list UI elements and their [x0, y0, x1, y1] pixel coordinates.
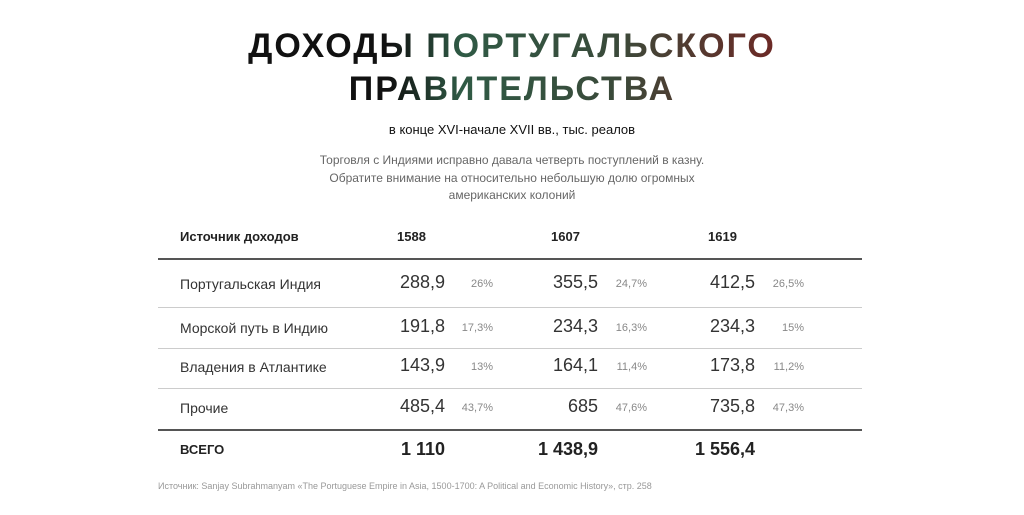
description: Торговля с Индиями исправно давала четве…	[319, 153, 705, 167]
cell-value: 485,4	[399, 396, 445, 416]
cell-share: 43,7%	[461, 402, 493, 414]
cell-value: 191,8	[399, 316, 445, 336]
cell-share: 24,7%	[615, 278, 647, 290]
cell-share: 13%	[470, 361, 493, 373]
rule	[158, 429, 862, 431]
cell-share: 16,3%	[615, 322, 647, 334]
cell-value: 234,3	[552, 316, 598, 336]
cell-share: 26,5%	[772, 278, 804, 290]
row-label: Португальская Индия	[180, 276, 321, 292]
description: Обратите внимание на относительно неболь…	[329, 171, 695, 185]
rule	[158, 258, 862, 260]
rule	[158, 348, 862, 349]
cell-value: 412,5	[709, 272, 755, 292]
cell-value: 355,5	[552, 272, 598, 292]
column-header: 1607	[551, 229, 580, 244]
cell-value: 143,9	[399, 355, 445, 375]
cell-value: 173,8	[709, 355, 755, 375]
title-line: ДОХОДЫ ПОРТУГАЛЬСКОГО	[0, 27, 1024, 66]
rule	[158, 388, 862, 389]
total-label: ВСЕГО	[180, 442, 225, 457]
cell-value: 685	[567, 396, 598, 416]
cell-share: 47,6%	[615, 402, 647, 414]
cell-value: 164,1	[552, 355, 598, 375]
cell-share: 11,4%	[616, 361, 647, 373]
cell-share: 17,3%	[461, 322, 493, 334]
column-header: Источник доходов	[180, 229, 299, 244]
column-header: 1619	[708, 229, 737, 244]
description: американских колоний	[448, 188, 576, 202]
total-value: 1 110	[400, 439, 445, 459]
cell-share: 11,2%	[773, 361, 804, 373]
subtitle: в конце XVI-начале XVII вв., тыс. реалов	[388, 122, 636, 137]
total-value: 1 556,4	[694, 439, 755, 459]
cell-share: 47,3%	[772, 402, 804, 414]
total-value: 1 438,9	[537, 439, 598, 459]
cell-value: 288,9	[399, 272, 445, 292]
cell-value: 735,8	[709, 396, 755, 416]
row-label: Морской путь в Индию	[180, 320, 328, 336]
source: Источник: Sanjay Subrahmanyam «The Portu…	[158, 481, 652, 491]
cell-value: 234,3	[709, 316, 755, 336]
title-line: ПРАВИТЕЛЬСТВА	[0, 70, 1024, 109]
cell-share: 26%	[470, 278, 493, 290]
row-label: Владения в Атлантике	[180, 359, 327, 375]
cell-share: 15%	[781, 322, 804, 334]
row-label: Прочие	[180, 400, 229, 416]
rule	[158, 307, 862, 308]
column-header: 1588	[397, 229, 426, 244]
